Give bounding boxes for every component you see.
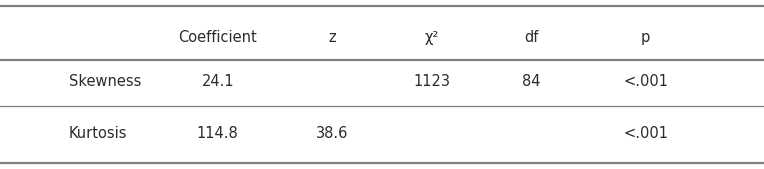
Text: 84: 84 [522,75,540,89]
Text: 1123: 1123 [413,75,450,89]
Text: <.001: <.001 [623,75,668,89]
Text: Kurtosis: Kurtosis [69,126,128,141]
Text: Coefficient: Coefficient [178,30,257,45]
Text: <.001: <.001 [623,126,668,141]
Text: 38.6: 38.6 [316,126,348,141]
Text: χ²: χ² [425,30,439,45]
Text: df: df [524,30,538,45]
Text: 114.8: 114.8 [197,126,238,141]
Text: p: p [641,30,650,45]
Text: 24.1: 24.1 [202,75,234,89]
Text: Skewness: Skewness [69,75,141,89]
Text: z: z [329,30,336,45]
